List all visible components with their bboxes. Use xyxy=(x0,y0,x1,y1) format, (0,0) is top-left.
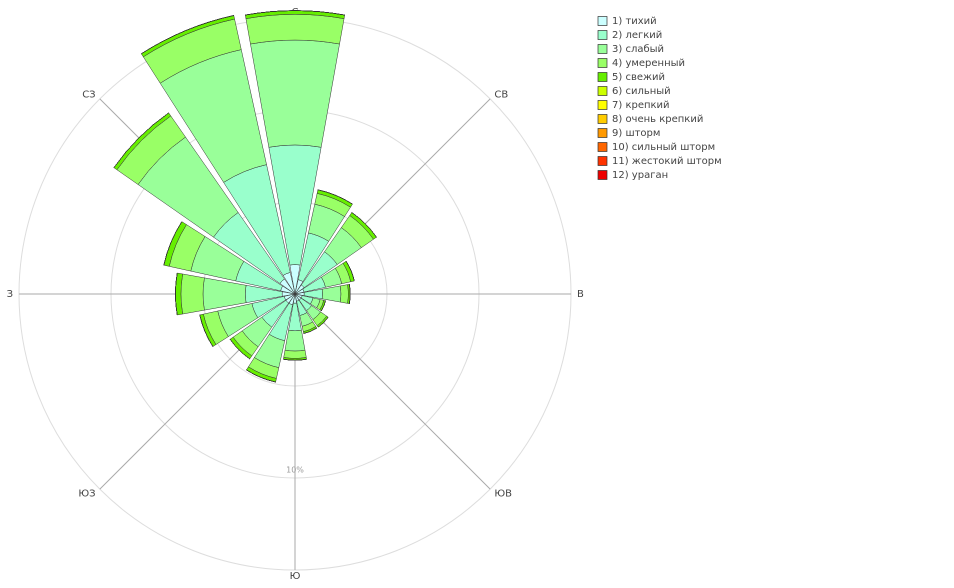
wind-sector xyxy=(345,261,355,282)
direction-label: З xyxy=(7,289,13,300)
legend-label: 7) крепкий xyxy=(612,100,670,111)
wind-sector xyxy=(349,284,351,304)
legend-swatch xyxy=(597,16,608,26)
legend-label: 9) шторм xyxy=(612,128,660,139)
wind-sector xyxy=(245,14,345,45)
legend-label: 3) слабый xyxy=(612,44,664,55)
legend-label: 12) ураган xyxy=(612,170,668,181)
legend-label: 10) сильный шторм xyxy=(612,142,715,153)
wind-sector xyxy=(321,285,342,303)
legend-label: 1) тихий xyxy=(612,16,657,27)
legend-swatch xyxy=(597,58,608,68)
wind-sector xyxy=(318,317,329,328)
direction-label: СЗ xyxy=(82,90,95,101)
legend-swatch xyxy=(597,114,608,124)
legend-swatch xyxy=(597,30,608,40)
direction-label: СВ xyxy=(494,90,508,101)
wind-sector xyxy=(180,273,205,315)
legend-swatch xyxy=(597,128,608,138)
wind-sector xyxy=(283,349,307,359)
wind-sector xyxy=(339,284,349,304)
spoke xyxy=(294,293,491,490)
wind-sector xyxy=(202,277,247,311)
legend-swatch xyxy=(597,72,608,82)
wind-sector xyxy=(303,327,317,334)
wind-sector xyxy=(141,15,234,54)
legend-swatch xyxy=(597,44,608,54)
legend-label: 8) очень крепкий xyxy=(612,114,703,125)
direction-label: ЮЗ xyxy=(78,488,95,499)
wind-sector xyxy=(250,39,340,148)
wind-sector xyxy=(229,339,250,360)
legend-label: 2) легкий xyxy=(612,30,662,41)
legend-swatch xyxy=(597,86,608,96)
radial-tick-label: 10% xyxy=(286,466,304,475)
direction-label: Ю xyxy=(290,571,301,582)
wind-sector xyxy=(175,272,178,316)
legend-swatch xyxy=(597,142,608,152)
wind-sector xyxy=(284,329,306,352)
legend-label: 6) сильный xyxy=(612,86,671,97)
legend-swatch xyxy=(597,100,608,110)
legend-label: 5) свежий xyxy=(612,72,665,83)
legend-label: 11) жестокий шторм xyxy=(612,156,722,167)
legend-swatch xyxy=(597,156,608,166)
direction-label: В xyxy=(577,289,584,300)
wind-sector xyxy=(351,212,377,238)
direction-label: ЮВ xyxy=(494,488,512,499)
legend-label: 4) умеренный xyxy=(612,58,685,69)
legend-swatch xyxy=(597,170,608,180)
